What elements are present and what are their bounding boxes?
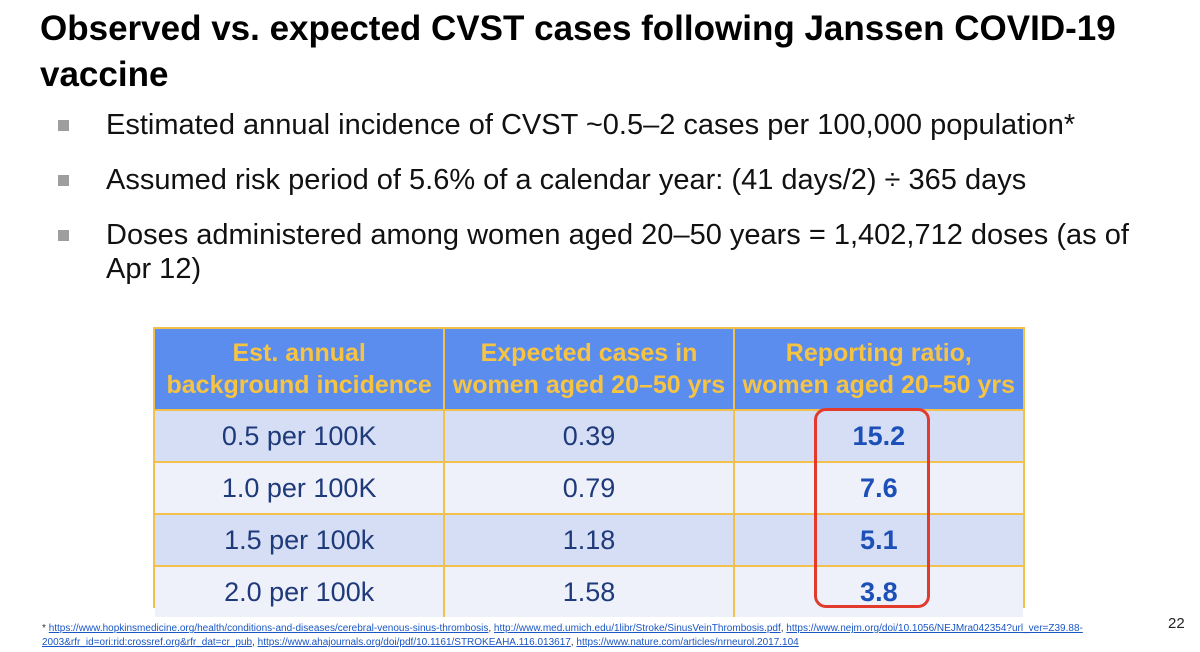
footnote-link[interactable]: http://www.med.umich.edu/1libr/Stroke/Si… [493, 623, 781, 634]
footnote-link[interactable]: https://www.ahajournals.org/doi/pdf/10.1… [257, 637, 571, 648]
cell-expected: 1.58 [444, 565, 735, 617]
cell-ratio: 7.6 [733, 461, 1023, 514]
table-row: 2.0 per 100k 1.58 3.8 [155, 565, 1023, 617]
bullet-item: Estimated annual incidence of CVST ~0.5–… [58, 108, 1178, 142]
footnote-star: * [42, 623, 46, 634]
bullet-square-icon [58, 120, 69, 131]
table-row: 1.5 per 100k 1.18 5.1 [155, 513, 1023, 566]
cell-incidence: 0.5 per 100K [155, 409, 446, 462]
cell-incidence: 1.5 per 100k [155, 513, 446, 566]
cell-expected: 1.18 [444, 513, 735, 566]
footnote-link[interactable]: https://www.hopkinsmedicine.org/health/c… [48, 623, 489, 634]
cell-ratio: 5.1 [733, 513, 1023, 566]
bullet-item: Doses administered among women aged 20–5… [58, 218, 1178, 286]
header-line: Est. annual [232, 339, 366, 367]
cell-ratio: 3.8 [733, 565, 1023, 617]
cell-expected: 0.39 [444, 409, 735, 462]
cvst-table: Est. annual background incidence Expecte… [153, 327, 1025, 617]
cell-ratio: 15.2 [733, 409, 1023, 462]
header-ratio: Reporting ratio, women aged 20–50 yrs [733, 329, 1023, 411]
ratio-highlight-box [814, 408, 930, 608]
header-incidence: Est. annual background incidence [155, 329, 446, 411]
header-line: Reporting ratio, [785, 339, 972, 367]
header-line: background incidence [166, 371, 432, 399]
bullet-text: Assumed risk period of 5.6% of a calenda… [106, 164, 1027, 196]
header-expected: Expected cases in women aged 20–50 yrs [444, 329, 735, 411]
bullet-text: Estimated annual incidence of CVST ~0.5–… [106, 109, 1076, 141]
bullet-item: Assumed risk period of 5.6% of a calenda… [58, 163, 1178, 197]
bullet-text: Doses administered among women aged 20–5… [106, 219, 1129, 285]
table-row: 1.0 per 100K 0.79 7.6 [155, 461, 1023, 514]
bullet-square-icon [58, 175, 69, 186]
cell-incidence: 2.0 per 100k [155, 565, 446, 617]
table-row: 0.5 per 100K 0.39 15.2 [155, 409, 1023, 462]
table-header-row: Est. annual background incidence Expecte… [155, 329, 1023, 411]
footnote: * https://www.hopkinsmedicine.org/health… [42, 623, 1083, 648]
slide-title: Observed vs. expected CVST cases followi… [40, 9, 1116, 94]
header-line: women aged 20–50 yrs [742, 371, 1016, 399]
page-number: 22 [1168, 615, 1185, 632]
footnote-link[interactable]: https://www.nature.com/articles/nrneurol… [576, 637, 799, 648]
header-line: women aged 20–50 yrs [452, 371, 726, 399]
bullet-square-icon [58, 230, 69, 241]
bullet-list: Estimated annual incidence of CVST ~0.5–… [58, 108, 1178, 307]
header-line: Expected cases in [480, 339, 698, 367]
footnote-link[interactable]: https://www.nejm.org/doi/10.1056/NEJMra0… [42, 623, 1083, 648]
cell-incidence: 1.0 per 100K [155, 461, 446, 514]
cell-expected: 0.79 [444, 461, 735, 514]
